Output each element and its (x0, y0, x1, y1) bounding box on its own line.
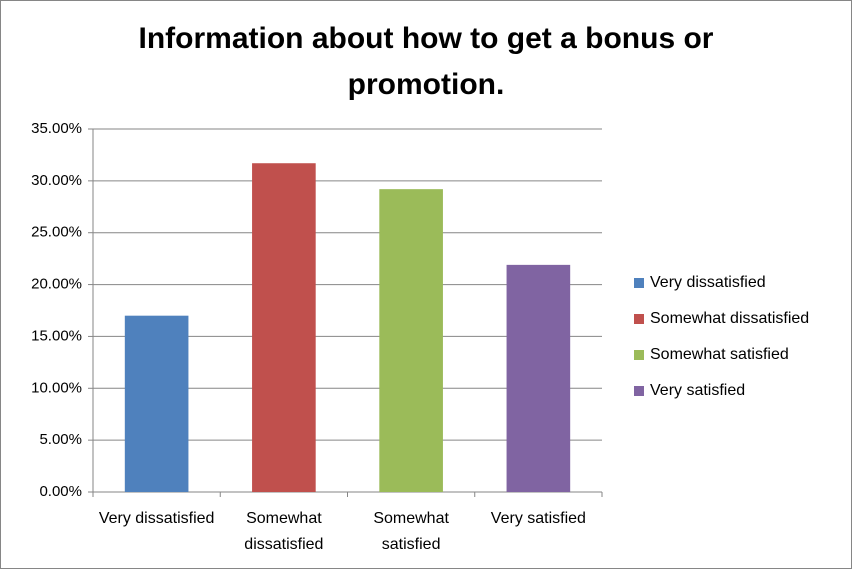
y-tick-label: 35.00% (31, 120, 82, 137)
chart-title-box: Information about how to get a bonus or … (0, 16, 852, 108)
y-tick-label: 30.00% (31, 172, 82, 189)
x-tick-label: Somewhat satisfied (373, 510, 449, 553)
y-tick-label: 0.00% (39, 483, 82, 500)
legend-label: Very dissatisfied (650, 274, 766, 291)
legend-label: Very satisfied (650, 382, 745, 399)
x-tick-label: Very dissatisfied (98, 510, 215, 527)
legend-label: Somewhat satisfied (650, 346, 789, 363)
y-tick-label: 20.00% (31, 276, 82, 293)
y-tick-label: 5.00% (39, 431, 82, 448)
bar (252, 163, 316, 492)
y-tick-label: 15.00% (31, 327, 82, 344)
chart-title: Information about how to get a bonus or … (138, 22, 714, 101)
bar (379, 189, 443, 492)
bar (124, 315, 189, 492)
legend-swatch (634, 278, 644, 288)
y-tick-label: 10.00% (31, 379, 82, 396)
x-tick-label: Very satisfied (490, 510, 586, 527)
legend-swatch (634, 314, 644, 324)
legend-label: Somewhat dissatisfied (650, 310, 809, 327)
x-tick-label: Somewhat dissatisfied (244, 510, 324, 553)
bar (506, 264, 571, 492)
y-tick-label: 25.00% (31, 224, 82, 241)
legend-swatch (634, 386, 644, 396)
legend-swatch (634, 350, 644, 360)
